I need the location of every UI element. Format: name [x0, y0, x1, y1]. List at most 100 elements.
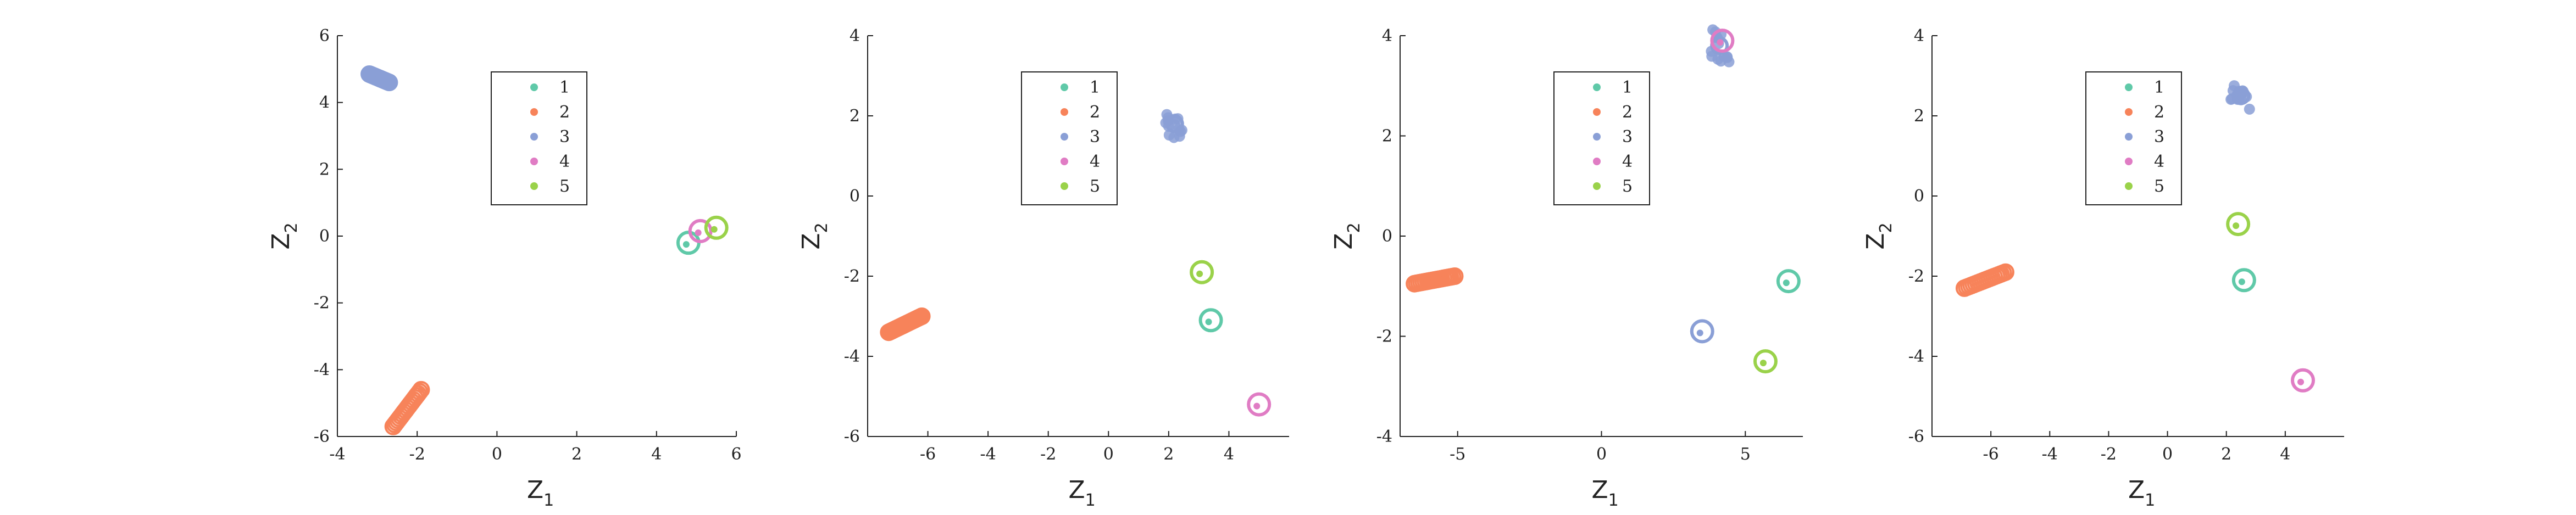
x-tick-label: -2 — [2101, 445, 2117, 464]
cluster-ring-marker — [688, 219, 713, 243]
cluster-ring-marker — [913, 307, 931, 325]
y-tick-label: 6 — [319, 26, 330, 46]
legend-label-2: 2 — [1090, 103, 1100, 122]
x-axis-label: Z1 — [1592, 476, 1619, 510]
cluster-3 — [1160, 109, 1187, 143]
legend-marker-3 — [1061, 133, 1068, 141]
y-axis-label-main: Z — [1862, 233, 1890, 249]
cluster-point — [682, 241, 690, 248]
x-tick-label: 4 — [651, 445, 662, 464]
x-tick-label: -5 — [1450, 445, 1465, 464]
cluster-point — [1722, 51, 1733, 63]
x-axis-label-main: Z — [1069, 476, 1085, 504]
legend-marker-2 — [1061, 108, 1068, 116]
cluster-point — [1168, 132, 1180, 143]
cluster-point — [918, 313, 925, 320]
cluster-point — [1196, 270, 1203, 277]
cluster-5 — [2226, 212, 2251, 237]
cluster-1 — [1198, 308, 1223, 333]
cluster-ring-marker — [1753, 349, 1778, 374]
legend-box — [491, 71, 587, 205]
cluster-1 — [2231, 268, 2256, 293]
cluster-ring-marker — [1776, 269, 1801, 294]
cluster-point — [695, 229, 702, 236]
cluster-ring-marker — [1710, 29, 1735, 53]
cluster-point — [1783, 279, 1790, 287]
cluster-ring-marker — [410, 383, 429, 401]
legend-marker-4 — [530, 158, 538, 165]
cluster-ring-marker — [1165, 114, 1184, 133]
x-tick-label: 6 — [731, 445, 741, 464]
y-tick-label: -4 — [844, 347, 860, 366]
legend-marker-1 — [1593, 83, 1601, 91]
x-tick-label: 2 — [2221, 445, 2231, 464]
x-axis-label-main: Z — [1592, 476, 1608, 504]
cluster-point — [710, 226, 718, 233]
cluster-point — [1759, 360, 1767, 367]
y-tick-label: 0 — [1914, 187, 1924, 206]
x-axis-label: Z1 — [527, 476, 554, 510]
cluster-5 — [1753, 349, 1778, 374]
cluster-point — [1717, 39, 1724, 46]
legend-label-3: 3 — [559, 127, 570, 147]
x-axis-label-main: Z — [2128, 476, 2145, 504]
y-tick-label: 4 — [850, 26, 860, 46]
legend-label-2: 2 — [2154, 103, 2164, 122]
cluster-ring-marker — [1690, 319, 1714, 344]
x-tick-label: -4 — [2042, 445, 2058, 464]
y-tick-label: -4 — [1376, 427, 1392, 446]
x-axis-label-sub: 1 — [1608, 491, 1619, 510]
y-tick-label: -4 — [314, 360, 330, 379]
legend-marker-5 — [1593, 182, 1601, 190]
y-axis-label-main: Z — [267, 233, 295, 249]
legend-marker-4 — [2125, 158, 2133, 165]
cluster-4 — [1710, 29, 1735, 53]
legend-marker-3 — [1593, 133, 1601, 141]
cluster-ring-marker — [412, 380, 430, 399]
cluster-2 — [1955, 263, 2014, 297]
y-tick-label: 4 — [319, 93, 330, 113]
legend: 1 2 3 4 5 — [1021, 71, 1118, 205]
y-axis-label-main: Z — [797, 233, 825, 249]
x-axis-label: Z1 — [1069, 476, 1096, 510]
cluster-point — [1451, 273, 1458, 279]
x-tick-label: -2 — [1040, 445, 1056, 464]
x-axis-label-sub: 1 — [1085, 491, 1096, 510]
legend-marker-2 — [2125, 108, 2133, 116]
y-tick-label: 2 — [319, 160, 330, 179]
y-tick-label: 0 — [1382, 227, 1392, 246]
cluster-ring-marker — [1247, 392, 1272, 417]
cluster-point — [1253, 402, 1261, 410]
x-tick-label: 2 — [1163, 445, 1174, 464]
legend: 1 2 3 4 5 — [2085, 71, 2182, 205]
x-axis-label-sub: 1 — [2145, 491, 2155, 510]
cluster-ring-marker — [360, 65, 379, 83]
y-tick-label: 0 — [850, 187, 860, 206]
y-tick-label: 4 — [1914, 26, 1924, 46]
legend-label-3: 3 — [1622, 127, 1633, 147]
x-tick-label: -4 — [329, 445, 345, 464]
y-axis-label-sub: 2 — [1877, 222, 1896, 233]
cluster-5 — [704, 215, 729, 240]
cluster-2 — [880, 307, 931, 342]
legend-label-4: 4 — [1090, 152, 1100, 171]
cluster-ring-marker — [1198, 308, 1223, 333]
cluster-5 — [1190, 260, 1214, 284]
cluster-point — [2244, 103, 2255, 115]
y-tick-label: -6 — [1908, 427, 1924, 446]
x-axis-label: Z1 — [2128, 476, 2155, 510]
x-tick-label: 0 — [492, 445, 502, 464]
cluster-3 — [360, 65, 398, 92]
cluster-ring-marker — [409, 385, 427, 403]
x-tick-label: 5 — [1740, 445, 1751, 464]
y-axis-label: Z2 — [1330, 222, 1364, 249]
y-axis-label: Z2 — [797, 222, 831, 249]
cluster-ring-marker — [704, 215, 729, 240]
cluster-ring-marker — [2226, 212, 2251, 237]
legend-box — [1021, 71, 1118, 205]
legend-marker-5 — [2125, 182, 2133, 190]
legend-marker-3 — [530, 133, 538, 141]
y-axis-label: Z2 — [267, 222, 301, 249]
